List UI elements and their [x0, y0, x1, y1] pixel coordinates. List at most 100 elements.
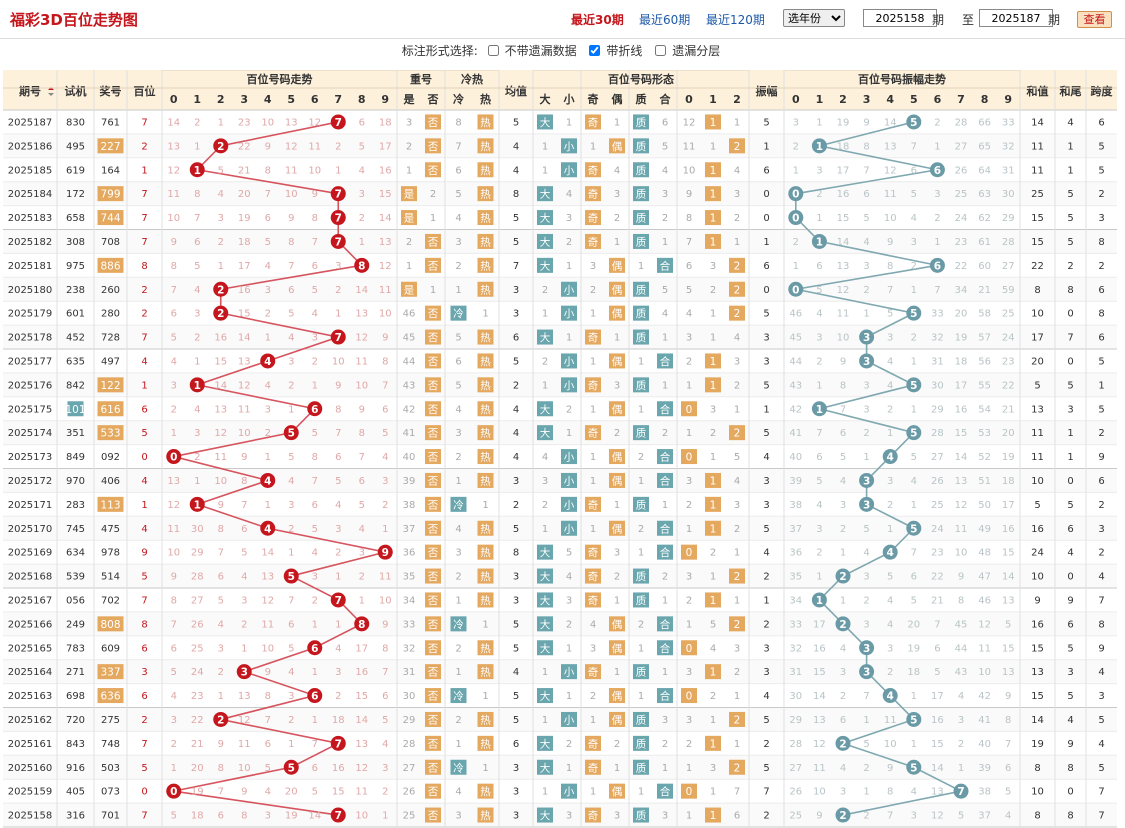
form-tag: 合: [660, 618, 671, 631]
form-miss: 4: [566, 572, 572, 583]
miss-cell: 28: [191, 572, 204, 583]
form-tag: 质: [636, 595, 647, 607]
repeat-tag: 否: [428, 428, 439, 440]
form-miss: 3: [614, 189, 620, 200]
form-tag: 质: [636, 189, 647, 201]
option-layered[interactable]: 遗漏分层: [655, 42, 723, 59]
miss-cell: 9: [359, 404, 365, 415]
amplitude-miss: 9: [958, 572, 964, 583]
hundreds-ball: [330, 592, 346, 608]
form-tag-bg: [705, 735, 721, 751]
coldhot-miss: 1: [482, 619, 488, 630]
form-tag-bg: [609, 520, 625, 536]
amplitude-miss: 9: [863, 117, 869, 128]
sub-header: 1: [709, 93, 717, 106]
repeat-tag-bg: [425, 329, 441, 345]
repeat-miss: 38: [403, 500, 416, 511]
miss-cell: 4: [194, 404, 200, 415]
miss-cell: 12: [379, 261, 392, 272]
miss-cell: 2: [382, 500, 388, 511]
amplitude-miss: 44: [955, 643, 968, 654]
amplitude-miss: 26: [931, 476, 944, 487]
option-no-miss[interactable]: 不带遗漏数据: [487, 42, 580, 59]
hundreds-ball: [354, 257, 370, 273]
miss-cell: 3: [335, 261, 341, 272]
amplitude-miss: 3: [958, 715, 964, 726]
form-tag: 大: [540, 809, 551, 822]
form-miss: 6: [734, 811, 740, 822]
view-button[interactable]: 查看: [1077, 11, 1112, 28]
end-period-input[interactable]: [979, 9, 1053, 27]
hundreds-ball: [307, 688, 323, 704]
coldhot-miss: 7: [455, 141, 461, 152]
hundreds-ball: [283, 568, 299, 584]
start-period-input[interactable]: [863, 9, 937, 27]
period-cell: 2025184: [8, 189, 53, 200]
repeat-miss: 40: [403, 452, 416, 463]
hundreds-cell: 4: [141, 476, 147, 487]
repeat-miss: 1: [430, 285, 436, 296]
form-tag: 偶: [612, 522, 623, 535]
miss-cell: 4: [241, 572, 247, 583]
form-miss: 1: [734, 404, 740, 415]
form-miss: 2: [590, 691, 596, 702]
option-with-line[interactable]: 带折线: [589, 42, 645, 59]
amplitude-miss: 4: [863, 237, 869, 248]
sort-down-icon[interactable]: [48, 93, 54, 96]
miss-cell: 3: [265, 404, 271, 415]
miss-cell: 3: [218, 213, 224, 224]
span-cell: 6: [1098, 285, 1104, 296]
sub-header: 1: [193, 93, 201, 106]
amplitude-miss: 3: [863, 380, 869, 391]
amplitude-miss: 43: [955, 667, 968, 678]
miss-cell: 1: [218, 117, 224, 128]
span-cell: 5: [1098, 356, 1104, 367]
amplitude-miss: 10: [837, 333, 850, 344]
span-cell: 2: [1098, 500, 1104, 511]
period-header[interactable]: 期号: [19, 84, 41, 98]
sum-cell: 9: [1034, 595, 1040, 606]
miss-cell: 6: [335, 452, 341, 463]
form-miss: 1: [566, 333, 572, 344]
sub-header: 冷: [453, 92, 464, 106]
miss-cell: 1: [382, 811, 388, 822]
form-tag: 偶: [612, 713, 623, 726]
form-tag: 大: [540, 259, 551, 272]
amplitude-miss: 25: [931, 500, 944, 511]
coldhot-tag-bg: [477, 425, 494, 441]
option-layered-checkbox[interactable]: [655, 45, 667, 56]
recent-120-link[interactable]: 最近120期: [706, 13, 765, 27]
form-tag-bg: [657, 616, 673, 632]
recent-30-link[interactable]: 最近30期: [571, 13, 624, 27]
option-with-line-checkbox[interactable]: [589, 45, 601, 56]
amplitude-ball: [929, 162, 945, 178]
miss-cell: 4: [265, 261, 271, 272]
miss-cell: 4: [312, 309, 318, 320]
span-cell: 9: [1098, 452, 1104, 463]
miss-cell: 1: [288, 404, 294, 415]
miss-cell: 6: [218, 811, 224, 822]
amplitude-miss: 5: [934, 667, 940, 678]
miss-cell: 7: [312, 476, 318, 487]
form-tag: 偶: [612, 451, 623, 464]
test-number-cell: 635: [66, 356, 85, 367]
amplitude-miss: 15: [837, 213, 850, 224]
option-no-miss-checkbox[interactable]: [487, 45, 499, 56]
form-tag-bg: [729, 711, 745, 727]
form-tag-bg: [537, 329, 553, 345]
recent-60-link[interactable]: 最近60期: [639, 13, 691, 27]
form-miss: 1: [662, 667, 668, 678]
repeat-tag: 否: [428, 475, 439, 487]
repeat-tag: 是: [404, 213, 415, 225]
amplitude-miss: 16: [955, 404, 968, 415]
form-tag: 1: [710, 738, 717, 750]
miss-cell: 11: [167, 189, 180, 200]
sum-tail-cell: 4: [1067, 715, 1073, 726]
prize-number-bg: [97, 496, 124, 512]
repeat-tag-bg: [425, 640, 441, 656]
form-miss: 1: [638, 356, 644, 367]
prize-number-cell: 728: [101, 333, 120, 344]
year-select[interactable]: 选年份: [783, 9, 845, 27]
amplitude-cell: 1: [763, 595, 769, 606]
miss-cell: 6: [218, 572, 224, 583]
